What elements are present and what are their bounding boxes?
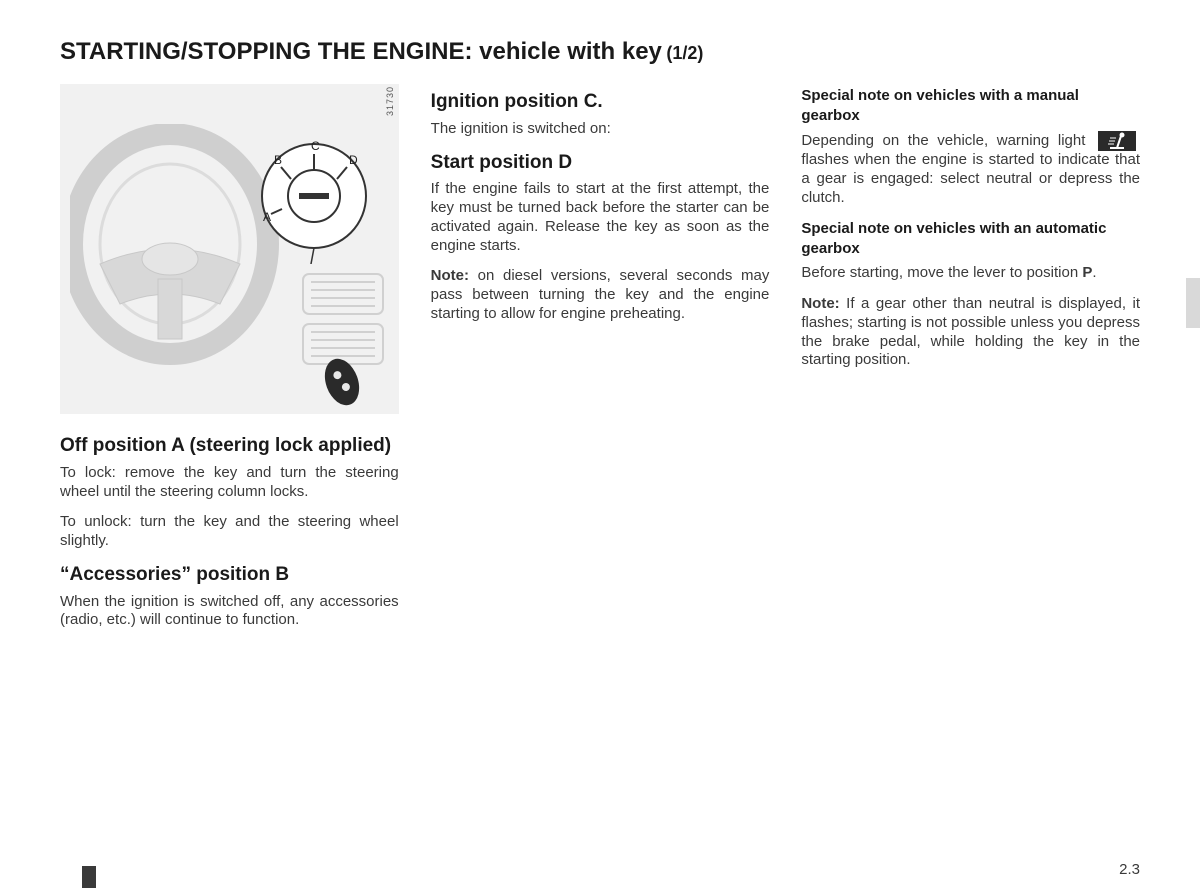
paragraph: Depending on the vehicle, warning light …: [801, 131, 1140, 207]
subheading-manual-gearbox: Special note on vehicles with a manual g…: [801, 86, 1140, 125]
page-title-part: (1/2): [666, 43, 703, 63]
page-title-row: STARTING/STOPPING THE ENGINE: vehicle wi…: [60, 38, 1140, 66]
heading-off-position: Off position A (steering lock applied): [60, 434, 399, 458]
paragraph: Note: on diesel versions, several second…: [431, 267, 770, 323]
paragraph: If the engine fails to start at the firs…: [431, 180, 770, 255]
column-2: Ignition position C. The ignition is swi…: [431, 84, 770, 642]
paragraph: Note: If a gear other than neutral is di…: [801, 295, 1140, 370]
ignition-label-c: C: [311, 139, 320, 153]
page-number: 2.3: [1119, 861, 1140, 878]
heading-ignition-position: Ignition position C.: [431, 90, 770, 114]
text: Depending on the vehicle, warning light: [801, 132, 1094, 149]
ignition-label-d: D: [349, 153, 358, 167]
note-label: Note:: [801, 295, 839, 312]
bottom-tab: [82, 866, 96, 888]
text: flashes when the engine is started to in…: [801, 151, 1140, 206]
ignition-switch-icon: A B C D: [249, 134, 379, 264]
note-label: Note:: [431, 267, 469, 284]
column-1: 31730 A: [60, 84, 399, 642]
gearshift-warning-icon: [1098, 131, 1136, 151]
ignition-label-b: B: [274, 153, 282, 167]
paragraph: To lock: remove the key and turn the ste…: [60, 464, 399, 502]
paragraph: Before starting, move the lever to posit…: [801, 264, 1140, 283]
position-p: P: [1082, 264, 1092, 281]
column-3: Special note on vehicles with a manual g…: [801, 84, 1140, 642]
subheading-automatic-gearbox: Special note on vehicles with an automat…: [801, 219, 1140, 258]
heading-accessories-position: “Accessories” position B: [60, 563, 399, 587]
text: .: [1092, 264, 1096, 281]
figure-code: 31730: [385, 86, 395, 116]
note-text: If a gear other than neutral is displaye…: [801, 295, 1140, 368]
paragraph: The ignition is switched on:: [431, 120, 770, 139]
page-title: STARTING/STOPPING THE ENGINE: vehicle wi…: [60, 38, 662, 65]
paragraph: When the ignition is switched off, any a…: [60, 593, 399, 631]
dashboard-figure: 31730 A: [60, 84, 399, 414]
heading-start-position: Start position D: [431, 151, 770, 175]
key-fob-icon: [318, 352, 368, 412]
ignition-label-a: A: [263, 210, 271, 224]
text: Before starting, move the lever to posit…: [801, 264, 1082, 281]
side-tab: [1186, 278, 1200, 328]
page: STARTING/STOPPING THE ENGINE: vehicle wi…: [0, 0, 1200, 642]
note-text: on diesel versions, several seconds may …: [431, 267, 770, 322]
columns: 31730 A: [60, 84, 1140, 642]
paragraph: To unlock: turn the key and the steering…: [60, 513, 399, 551]
